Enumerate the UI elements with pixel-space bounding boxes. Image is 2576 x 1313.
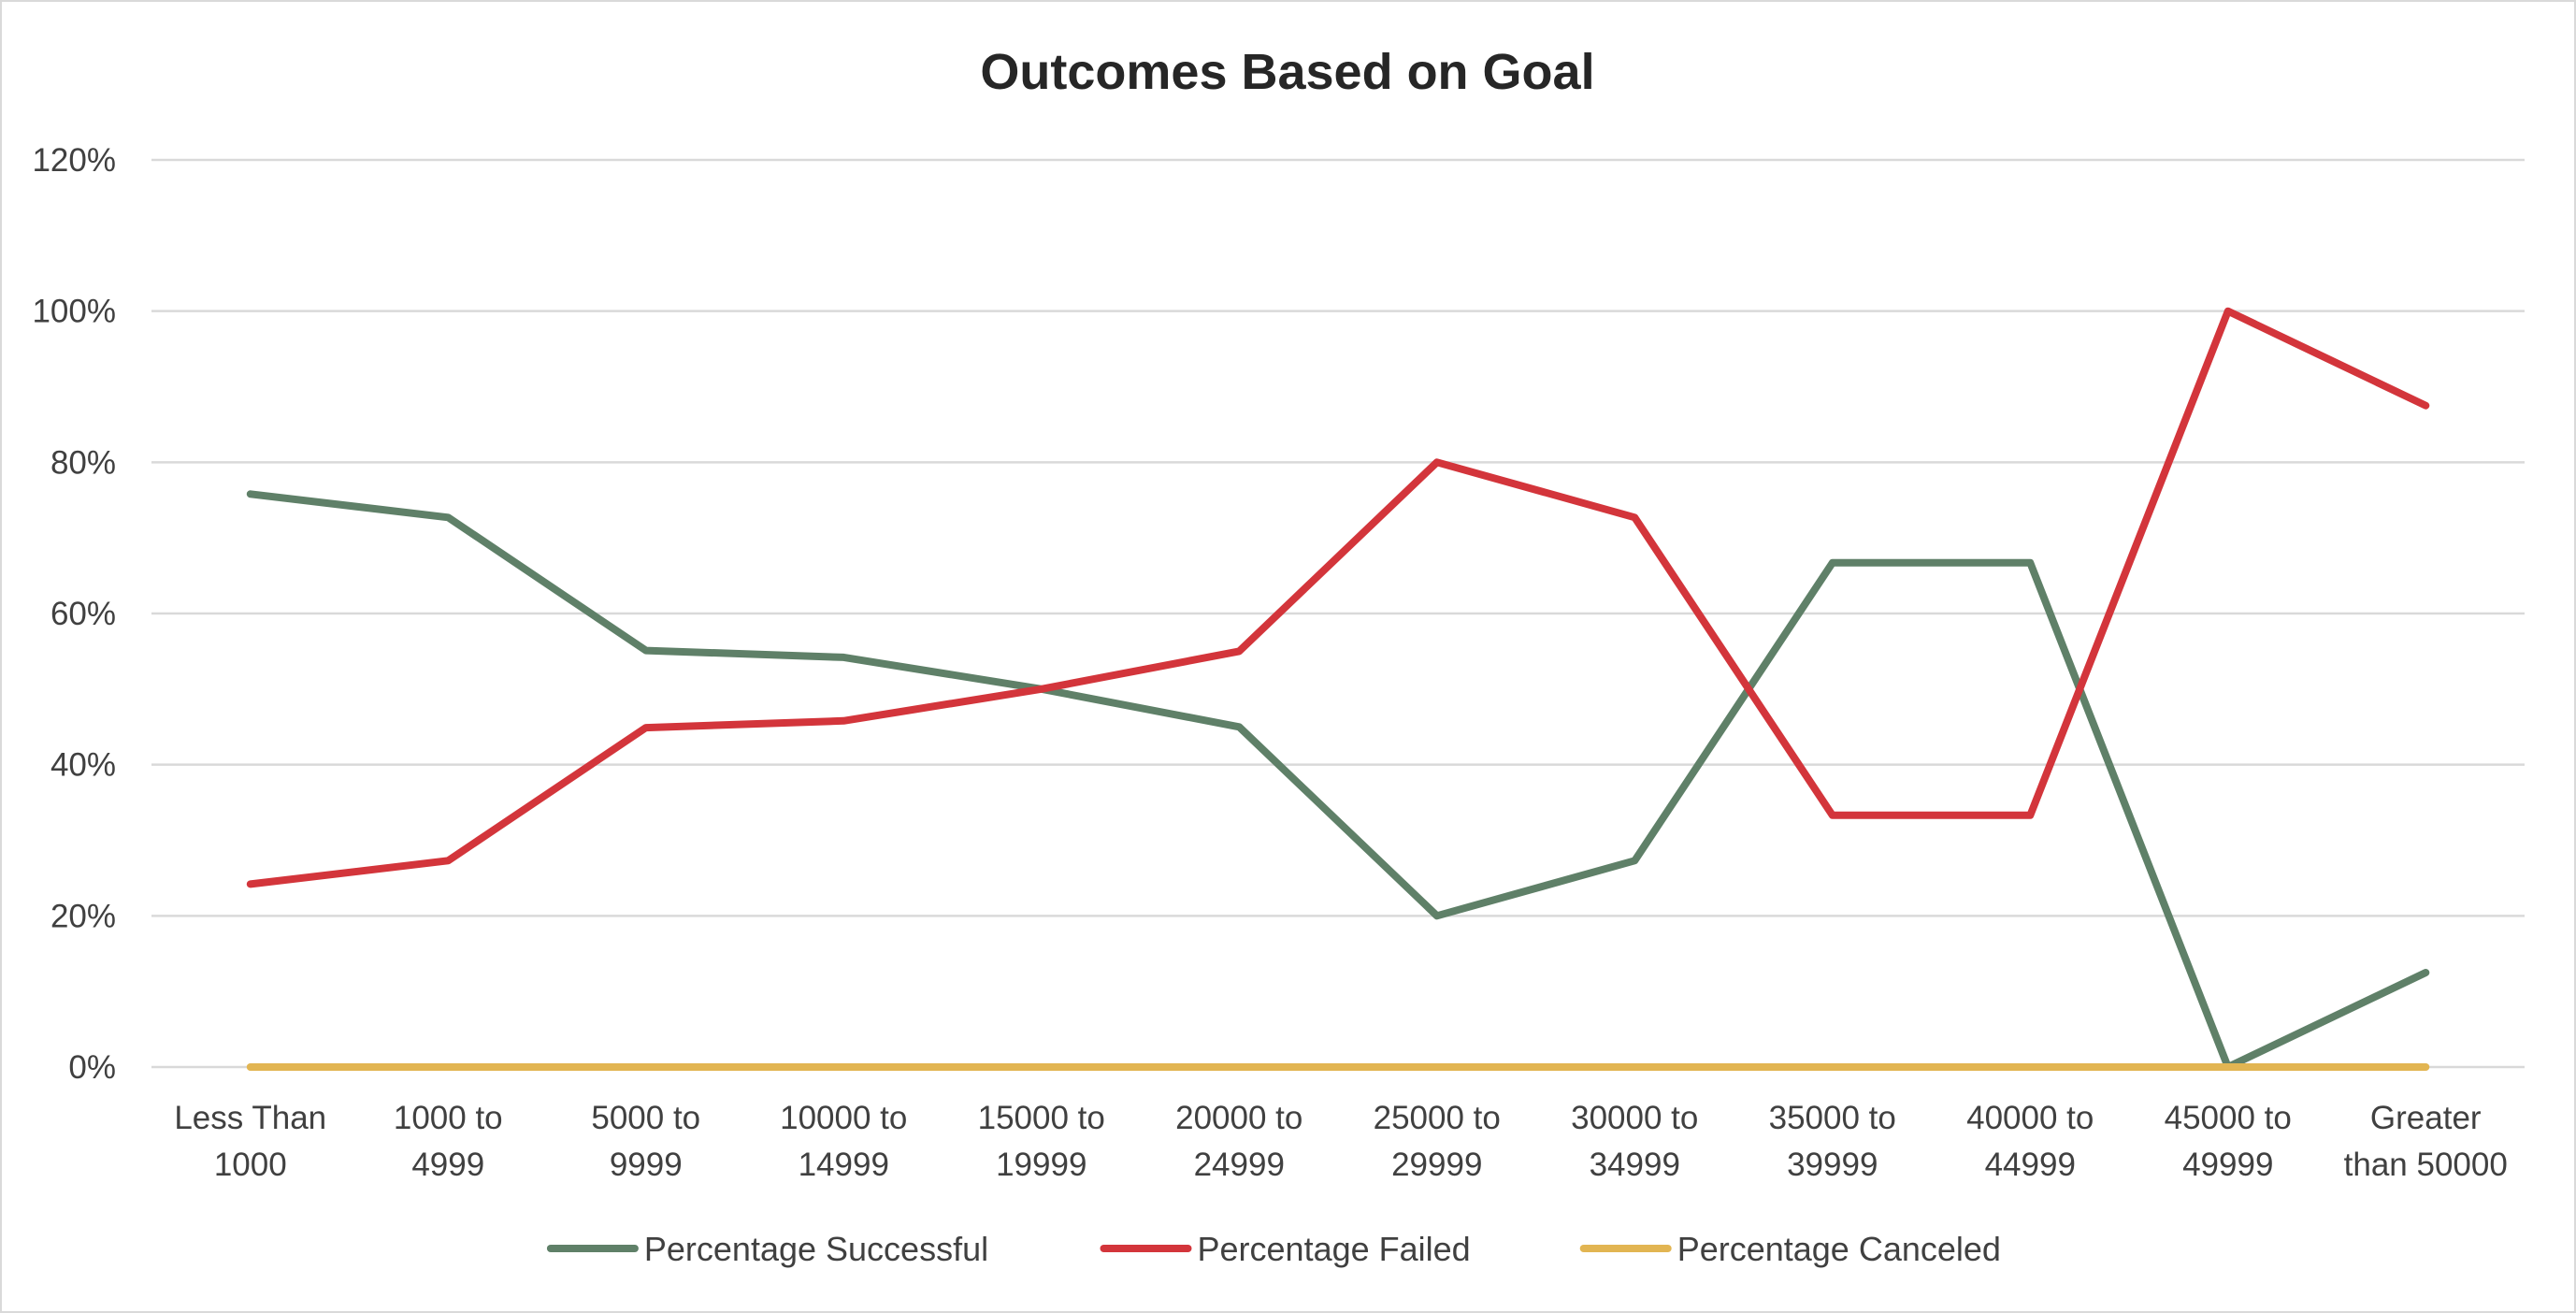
y-tick-label: 120% — [32, 142, 116, 179]
y-tick-label: 100% — [32, 294, 116, 330]
x-tick-label: 5000 to 9999 — [591, 1100, 700, 1183]
legend-label-percentage-successful: Percentage Successful — [644, 1230, 988, 1268]
x-tick-label: 30000 to 34999 — [1571, 1100, 1698, 1183]
y-tick-label: 60% — [50, 596, 116, 632]
x-tick-label: 15000 to 19999 — [978, 1100, 1105, 1183]
legend-label-percentage-canceled: Percentage Canceled — [1677, 1230, 2001, 1268]
legend: Percentage Successful Percentage Failed Pe… — [546, 1230, 2001, 1268]
x-tick-label: 40000 to 44999 — [1966, 1100, 2094, 1183]
y-tick-label: 0% — [68, 1049, 116, 1086]
x-tick-label: 25000 to 29999 — [1374, 1100, 1501, 1183]
y-tick-label: 20% — [50, 898, 116, 934]
x-axis-tick-labels: Less Than 1000 1000 to 4999 5000 to 9999 10000… — [174, 1100, 2507, 1183]
series-line-percentage-failed — [246, 307, 2430, 888]
series-line-percentage-successful — [246, 490, 2430, 1071]
y-axis-tick-labels: 0% 20% 40% 60% 80% 100% 120% — [32, 142, 116, 1086]
x-tick-label: 10000 to 14999 — [780, 1100, 907, 1183]
series-lines — [246, 307, 2430, 1071]
y-tick-label: 80% — [50, 444, 116, 481]
x-tick-label: 1000 to 4999 — [394, 1100, 503, 1183]
x-tick-label: 45000 to 49999 — [2165, 1100, 2292, 1183]
x-tick-label: Less Than 1000 — [174, 1100, 326, 1183]
legend-label-percentage-failed: Percentage Failed — [1198, 1230, 1471, 1268]
gridlines — [151, 158, 2525, 1069]
x-tick-label: Greater than 50000 — [2344, 1100, 2508, 1183]
x-tick-label: 35000 to 39999 — [1769, 1100, 1896, 1183]
y-tick-label: 40% — [50, 747, 116, 784]
chart-title: Outcomes Based on Goal — [980, 44, 1594, 100]
x-tick-label: 20000 to 24999 — [1175, 1100, 1302, 1183]
